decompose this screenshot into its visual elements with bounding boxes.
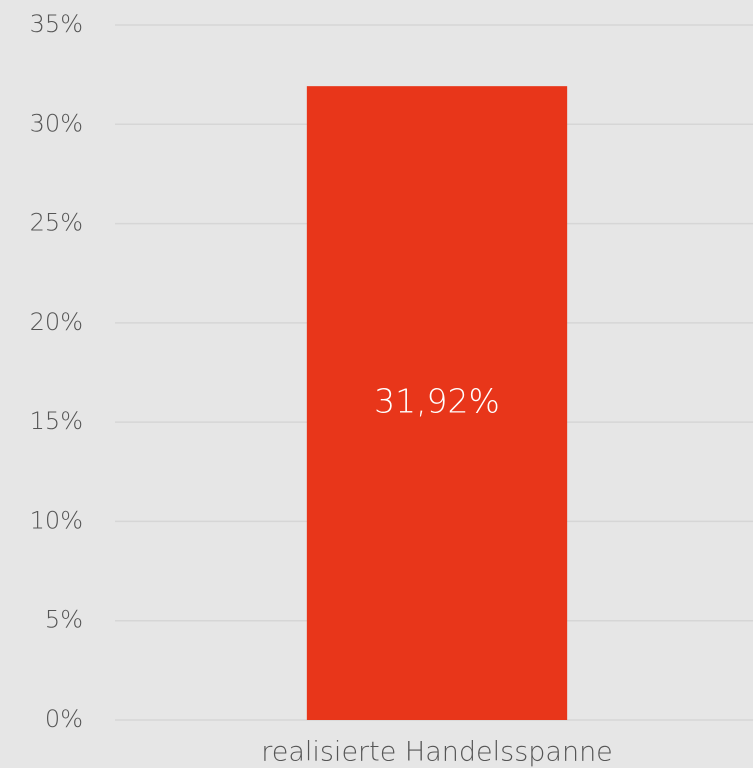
x-tick-label: realisierte Handelsspanne (261, 737, 613, 768)
data-label: 31,92% (374, 382, 500, 421)
y-tick-label: 25% (30, 209, 83, 237)
y-tick-label: 30% (30, 109, 83, 137)
y-tick-label: 20% (30, 308, 83, 336)
y-tick-label: 15% (30, 407, 83, 435)
y-tick-label: 5% (45, 606, 83, 634)
y-tick-label: 0% (45, 705, 83, 733)
bar (306, 86, 568, 720)
y-tick-label: 10% (30, 506, 83, 534)
y-tick-label: 35% (30, 10, 83, 38)
